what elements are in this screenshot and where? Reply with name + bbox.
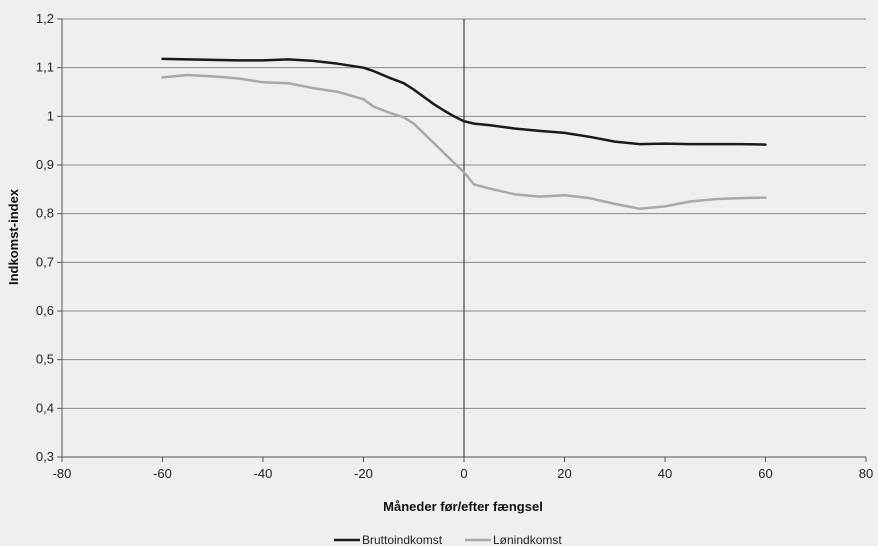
y-axis-title: Indkomst-index	[6, 188, 21, 285]
x-tick-label-3: -20	[354, 466, 373, 481]
legend-label-bruttoindkomst: Bruttoindkomst	[362, 533, 443, 546]
y-tick-label-8: 1,1	[36, 60, 54, 75]
x-tick-label-8: 80	[859, 466, 873, 481]
x-tick-label-1: -60	[153, 466, 172, 481]
x-tick-label-4: 0	[460, 466, 467, 481]
y-tick-label-2: 0,5	[36, 352, 54, 367]
x-tick-label-0: -80	[53, 466, 72, 481]
axes	[57, 18, 867, 462]
y-tick-label-4: 0,7	[36, 254, 54, 269]
x-tick-label-5: 20	[557, 466, 571, 481]
y-tick-label-0: 0,3	[36, 449, 54, 464]
x-tick-label-2: -40	[254, 466, 273, 481]
y-tick-label-7: 1	[47, 108, 54, 123]
y-tick-label-5: 0,8	[36, 206, 54, 221]
legend-label-lonindkomst: Lønindkomst	[493, 533, 562, 546]
y-tick-label-6: 0,9	[36, 157, 54, 172]
y-tick-label-3: 0,6	[36, 303, 54, 318]
y-tick-label-9: 1,2	[36, 11, 54, 26]
x-tick-labels: -80 -60 -40 -20 0 20 40 60 80	[53, 466, 874, 481]
series-line-1	[161, 73, 767, 211]
series-lines	[161, 57, 767, 211]
x-axis-title: Måneder før/efter fængsel	[383, 499, 543, 514]
x-tick-label-6: 40	[658, 466, 672, 481]
x-tick-label-7: 60	[758, 466, 772, 481]
y-tick-labels: 0,3 0,4 0,5 0,6 0,7 0,8 0,9 1 1,1 1,2	[36, 11, 54, 464]
y-tick-label-1: 0,4	[36, 400, 54, 415]
legend: Bruttoindkomst Lønindkomst	[334, 533, 562, 546]
series-line-0	[161, 57, 767, 146]
